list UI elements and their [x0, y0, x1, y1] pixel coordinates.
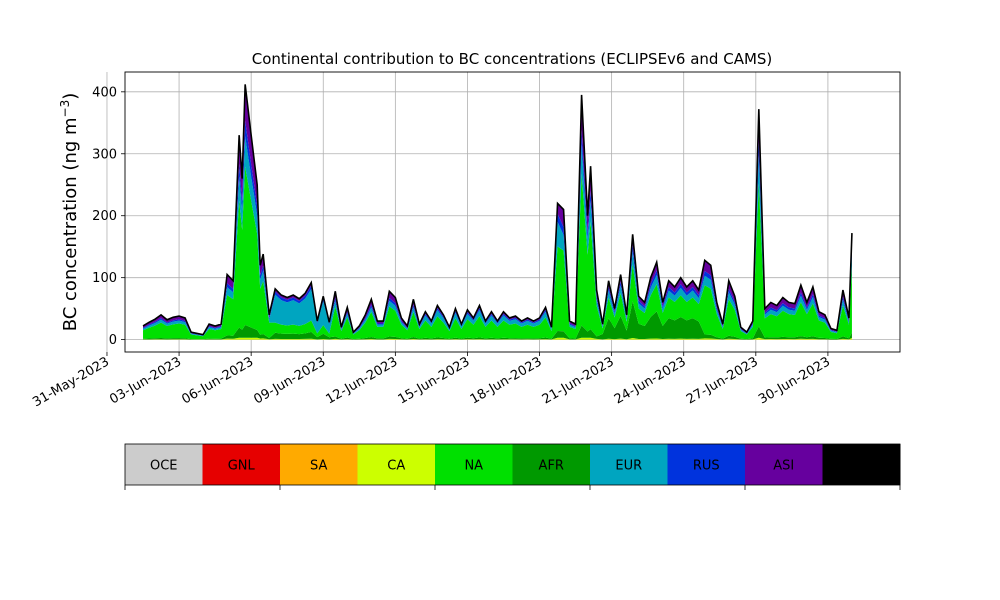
legend-label-ca: CA — [387, 459, 405, 474]
y-tick-label: 300 — [92, 147, 117, 162]
legend-label-asi: ASI — [773, 459, 794, 474]
x-tick-label: 30-Jun-2023 — [756, 354, 833, 407]
legend-swatch-afr — [512, 444, 591, 485]
x-tick-label: 12-Jun-2023 — [324, 354, 401, 407]
area-ca — [143, 337, 852, 340]
x-ticks: 31-May-202303-Jun-202306-Jun-202309-Jun-… — [30, 352, 833, 410]
chart-title: Continental contribution to BC concentra… — [252, 50, 773, 68]
x-tick-label: 24-Jun-2023 — [612, 354, 689, 407]
y-axis-label-exponent: −3 — [58, 100, 72, 118]
area-na — [143, 166, 852, 340]
legend-swatch-aus — [822, 444, 901, 485]
y-tick-label: 100 — [92, 271, 117, 286]
legend-label-gnl: GNL — [228, 459, 256, 474]
plot-frame — [124, 71, 901, 353]
x-tick-label: 21-Jun-2023 — [540, 354, 617, 407]
x-tick-label: 03-Jun-2023 — [107, 354, 184, 407]
y-tick-label: 0 — [109, 333, 117, 348]
y-ticks: 0 100 200 300 400 — [92, 85, 125, 348]
legend-label-sa: SA — [310, 459, 327, 474]
legend-swatch-na — [435, 444, 513, 485]
x-tick-label: 09-Jun-2023 — [251, 354, 328, 407]
y-tick-label: 400 — [92, 85, 117, 100]
legend-frame — [124, 443, 901, 486]
legend-label-eur: EUR — [615, 459, 642, 474]
legend-colorbar: OCE GNL SA CA NA AFR EUR RUS ASI AUS — [124, 443, 901, 490]
y-axis-label-close: ) — [60, 93, 81, 100]
legend-label-aus: AUS — [848, 459, 875, 474]
legend-label-oce: OCE — [150, 459, 178, 474]
legend-swatch-asi — [745, 444, 823, 485]
legend-swatch-sa — [280, 444, 358, 485]
legend-swatch-oce — [125, 444, 203, 485]
x-tick-label: 18-Jun-2023 — [468, 354, 545, 407]
legend-label-rus: RUS — [693, 459, 720, 474]
x-tick-label: 27-Jun-2023 — [684, 354, 761, 407]
legend-label-afr: AFR — [539, 459, 564, 474]
y-axis-label: BC concentration (ng m−3) — [58, 93, 81, 332]
y-tick-label: 200 — [92, 209, 117, 224]
x-tick-label: 31-May-2023 — [30, 354, 112, 410]
axes — [124, 71, 901, 353]
total-line — [142, 84, 853, 336]
x-tick-label: 06-Jun-2023 — [179, 354, 256, 407]
area-afr — [143, 301, 852, 340]
x-tick-label: 15-Jun-2023 — [396, 354, 473, 407]
legend-swatch-rus — [667, 444, 746, 485]
legend-label-na: NA — [464, 459, 483, 474]
legend-swatch-gnl — [202, 444, 281, 485]
legend-swatch-ca — [357, 444, 436, 485]
legend-swatch-eur — [590, 444, 668, 485]
stacked-areas — [142, 84, 853, 340]
y-axis-label-main: BC concentration (ng m — [60, 117, 81, 331]
